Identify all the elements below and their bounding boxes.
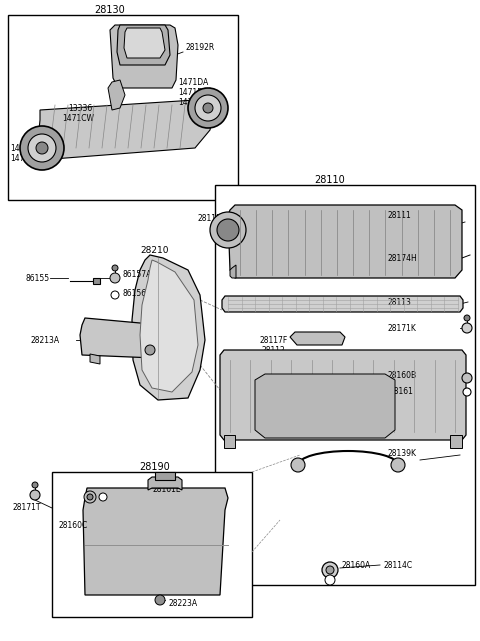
Polygon shape [90,354,100,364]
Circle shape [322,562,338,578]
Circle shape [111,291,119,299]
Circle shape [84,491,96,503]
Polygon shape [290,332,345,345]
Text: 28115G: 28115G [197,213,227,222]
Circle shape [30,490,40,500]
Text: 28192R: 28192R [185,42,214,51]
Bar [52,472,252,617]
Circle shape [217,219,239,241]
Text: 86156: 86156 [122,288,146,297]
Text: 28110: 28110 [314,175,346,185]
Text: 1471DR: 1471DR [10,153,40,163]
Text: 1471DR: 1471DR [178,97,208,106]
Polygon shape [80,318,165,358]
Text: 28114C: 28114C [384,560,413,569]
Circle shape [463,388,471,396]
Bar [215,185,475,585]
Polygon shape [224,435,235,448]
Text: 28213A: 28213A [30,335,59,344]
Polygon shape [148,477,182,490]
Circle shape [291,458,305,472]
Circle shape [155,595,165,605]
Text: 1471DA: 1471DA [178,78,208,87]
Text: 28190: 28190 [140,462,170,472]
Polygon shape [155,472,175,480]
Polygon shape [450,435,462,448]
Text: 28117F: 28117F [260,335,288,344]
Text: 28171T: 28171T [12,503,40,513]
Circle shape [145,345,155,355]
Text: 28174H: 28174H [388,253,418,263]
Text: 28210: 28210 [141,246,169,254]
Circle shape [188,88,228,128]
Circle shape [325,575,335,585]
Text: 28130: 28130 [95,5,125,15]
Circle shape [462,323,472,333]
Bar [8,15,238,200]
Text: 28160B: 28160B [388,370,417,379]
Polygon shape [140,260,198,392]
Circle shape [464,315,470,321]
Text: 28161: 28161 [390,388,414,397]
Polygon shape [222,296,463,312]
Polygon shape [83,488,228,595]
Text: 28161E: 28161E [152,485,180,494]
Text: 1471DF: 1471DF [178,88,207,97]
Text: 13336: 13336 [68,103,92,113]
Text: 28171K: 28171K [388,324,417,333]
Text: 28112: 28112 [262,345,286,354]
Text: 28111: 28111 [388,210,412,219]
Text: 28139K: 28139K [388,449,417,458]
Polygon shape [228,205,462,278]
Polygon shape [117,25,170,65]
Polygon shape [220,350,466,440]
Circle shape [110,273,120,283]
Text: 28160C: 28160C [58,520,87,529]
Circle shape [391,458,405,472]
Text: 28113: 28113 [388,297,412,306]
Polygon shape [255,374,395,438]
Polygon shape [230,265,236,278]
Text: 28223A: 28223A [168,599,197,608]
Text: 28160A: 28160A [342,562,371,570]
Text: 86155: 86155 [25,274,49,283]
Circle shape [210,212,246,248]
Circle shape [99,493,107,501]
Polygon shape [38,88,215,160]
Polygon shape [132,255,205,400]
Text: 1471DF: 1471DF [10,144,39,153]
Text: 1471CW: 1471CW [62,113,94,122]
Text: 86157A: 86157A [122,269,151,278]
Circle shape [20,126,64,170]
Circle shape [112,265,118,271]
Circle shape [36,142,48,154]
Circle shape [195,95,221,121]
Circle shape [462,373,472,383]
Polygon shape [108,80,125,110]
Circle shape [203,103,213,113]
Circle shape [326,566,334,574]
Circle shape [32,482,38,488]
Polygon shape [124,28,165,58]
Circle shape [28,134,56,162]
Polygon shape [110,25,178,88]
Polygon shape [93,278,100,284]
Circle shape [87,494,93,500]
